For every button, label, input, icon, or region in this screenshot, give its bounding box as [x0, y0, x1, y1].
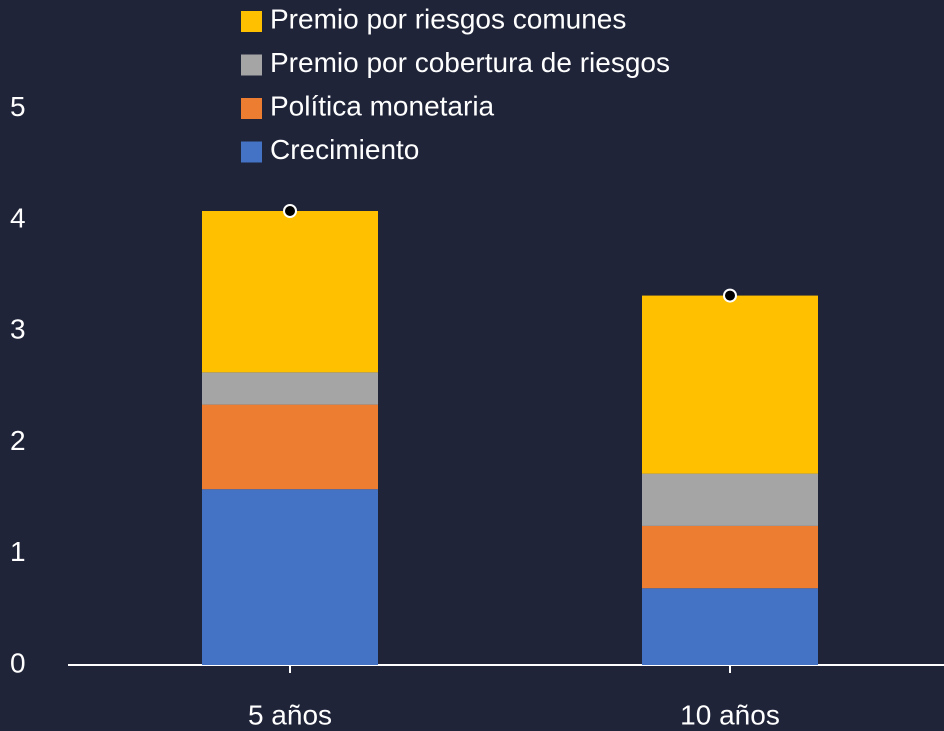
legend-label: Premio por riesgos comunes [270, 3, 626, 34]
legend-swatch [241, 141, 262, 163]
legend-label: Crecimiento [270, 134, 419, 165]
y-tick-label: 1 [10, 536, 26, 567]
bar-segment [202, 211, 378, 373]
legend-label: Premio por cobertura de riesgos [270, 47, 670, 78]
y-tick-label: 5 [10, 91, 26, 122]
bar-segment [202, 404, 378, 490]
total-marker [283, 204, 297, 219]
bar-segment [642, 295, 818, 474]
y-tick-label: 0 [10, 647, 26, 678]
x-tick-label: 5 años [248, 699, 332, 730]
y-tick-label: 4 [10, 202, 26, 233]
bar-segment [642, 525, 818, 589]
x-tick-label: 10 años [680, 699, 780, 730]
legend-swatch [241, 11, 262, 32]
legend-swatch [241, 54, 262, 76]
bar-segment [202, 489, 378, 665]
y-tick-label: 2 [10, 425, 26, 456]
bar-segment [202, 372, 378, 405]
y-tick-label: 3 [10, 314, 26, 345]
bar-segment [642, 588, 818, 665]
legend-label: Política monetaria [270, 90, 495, 121]
legend-swatch [241, 98, 262, 119]
bar-segment [642, 473, 818, 526]
total-marker [723, 288, 737, 303]
